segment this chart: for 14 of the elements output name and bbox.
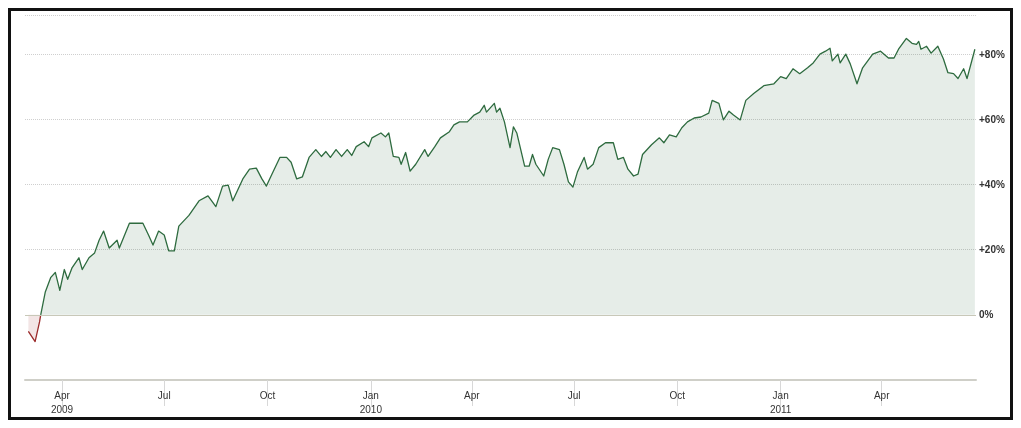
x-tick-label: Apr 2009 — [50, 389, 74, 415]
x-tick-label: Oct — [259, 389, 276, 401]
y-tick-label: 0% — [979, 309, 994, 321]
x-tick-label: Jul — [567, 389, 581, 401]
y-tick-label: +60% — [979, 113, 1005, 125]
x-tick-label: Apr — [464, 389, 481, 401]
x-tick-label: Jan 2010 — [359, 389, 383, 415]
x-tick-label: Jan 2011 — [769, 389, 792, 415]
x-tick-label: Apr — [873, 389, 891, 401]
x-tick-label: Jul — [157, 389, 171, 401]
x-tick-label: Oct — [669, 389, 686, 401]
y-tick-label: +40% — [979, 178, 1005, 190]
y-tick-label: +80% — [979, 48, 1005, 60]
y-tick-label: +20% — [979, 244, 1005, 256]
